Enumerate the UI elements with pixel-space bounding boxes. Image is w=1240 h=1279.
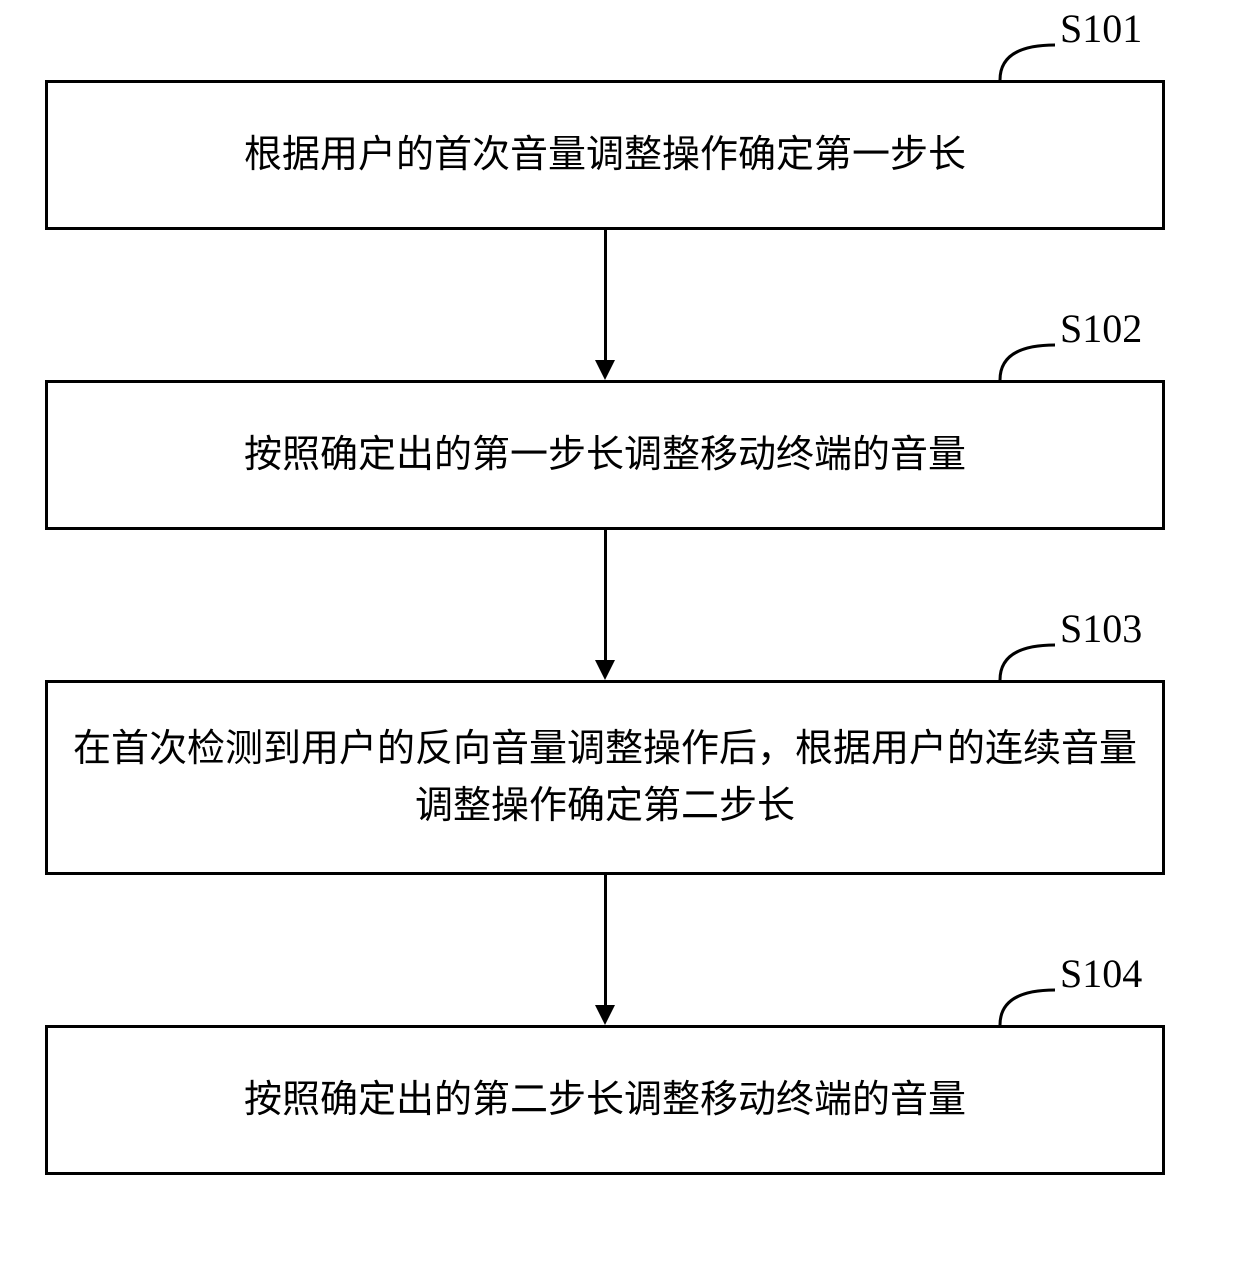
arrow-s102-s103: [604, 530, 607, 660]
flowchart-canvas: 根据用户的首次音量调整操作确定第一步长 S101 按照确定出的第一步长调整移动终端的…: [0, 0, 1240, 1279]
step-label-s102: S102: [1060, 305, 1142, 352]
step-label-s104: S104: [1060, 950, 1142, 997]
callout-s102: [995, 340, 1060, 385]
callout-s104: [995, 985, 1060, 1030]
callout-s103: [995, 640, 1060, 685]
arrow-s101-s102: [604, 230, 607, 360]
step-box-s103: 在首次检测到用户的反向音量调整操作后，根据用户的连续音量调整操作确定第二步长: [45, 680, 1165, 875]
step-box-s104: 按照确定出的第二步长调整移动终端的音量: [45, 1025, 1165, 1175]
arrow-head-icon: [595, 660, 615, 680]
step-text: 按照确定出的第一步长调整移动终端的音量: [244, 427, 966, 484]
step-label-s101: S101: [1060, 5, 1142, 52]
step-text: 根据用户的首次音量调整操作确定第一步长: [244, 127, 966, 184]
arrow-head-icon: [595, 1005, 615, 1025]
step-box-s102: 按照确定出的第一步长调整移动终端的音量: [45, 380, 1165, 530]
step-label-s103: S103: [1060, 605, 1142, 652]
callout-s101: [995, 40, 1060, 85]
step-box-s101: 根据用户的首次音量调整操作确定第一步长: [45, 80, 1165, 230]
step-text: 在首次检测到用户的反向音量调整操作后，根据用户的连续音量调整操作确定第二步长: [68, 721, 1142, 835]
arrow-s103-s104: [604, 875, 607, 1005]
step-text: 按照确定出的第二步长调整移动终端的音量: [244, 1072, 966, 1129]
arrow-head-icon: [595, 360, 615, 380]
